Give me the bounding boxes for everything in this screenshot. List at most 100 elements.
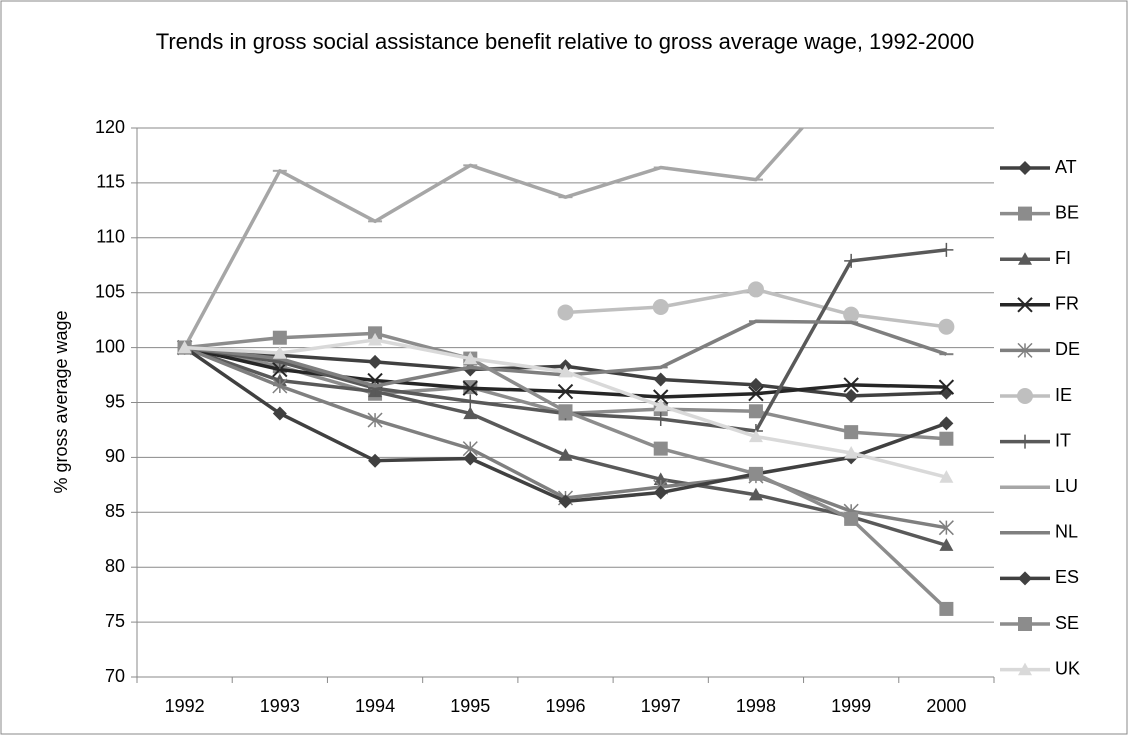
data-point [368,453,383,468]
data-point [463,351,478,365]
data-point [368,332,383,346]
x-tick-label: 1996 [545,696,585,716]
legend-marker [1017,342,1033,358]
legend-label: LU [1055,476,1078,496]
y-tick-label: 105 [95,281,125,301]
data-point [939,538,954,551]
data-point [272,406,287,421]
data-point [843,377,859,393]
legend-label: DE [1055,339,1080,359]
data-point [462,380,478,396]
y-tick-label: 95 [105,391,125,411]
legend-marker [1018,434,1032,449]
data-point [938,520,954,536]
legend-marker [1018,617,1032,631]
data-point [653,485,668,500]
data-point [652,298,669,315]
legend-marker [1018,161,1032,175]
data-point [939,385,954,400]
data-point [653,372,668,387]
legend-marker [1018,252,1032,265]
data-point [653,389,669,405]
data-point [558,404,573,419]
data-point [272,330,287,345]
data-point [368,354,383,369]
legend-marker [1017,388,1033,404]
x-tick-label: 1994 [355,696,395,716]
data-point [368,381,383,396]
y-tick-label: 110 [96,227,125,247]
legend-label: FR [1055,294,1079,314]
data-point [653,411,668,426]
data-point [844,425,859,440]
data-point [748,429,763,443]
data-point [748,377,763,392]
y-tick-label: 100 [95,336,125,356]
data-point [272,378,288,394]
data-point [939,601,954,616]
data-point [463,451,478,466]
x-tick-label: 1993 [260,696,300,716]
legend-marker [1018,206,1032,221]
y-tick-label: 75 [105,611,125,631]
data-point [844,511,859,526]
data-point [463,394,478,409]
legend-label: NL [1055,522,1078,542]
x-tick-label: 1998 [736,696,776,716]
data-point [558,364,573,378]
legend-label: IT [1055,430,1071,450]
data-point [463,406,478,420]
data-point [939,416,954,431]
y-tick-label: 115 [96,172,125,192]
data-point [367,412,383,428]
y-tick-label: 85 [105,501,125,521]
data-point [939,431,954,446]
y-tick-label: 120 [95,117,125,137]
data-point [748,404,763,419]
data-point [938,318,955,335]
data-point [844,253,859,268]
data-point [653,441,668,456]
data-point [938,379,955,395]
legend-label: FI [1055,248,1071,268]
data-point [653,472,668,485]
data-point [843,306,860,323]
data-point [272,346,287,359]
y-tick-label: 90 [105,446,125,466]
y-tick-label: 80 [105,556,125,576]
data-point [653,398,668,412]
data-point [844,388,859,403]
data-point [844,446,859,459]
data-point [748,386,764,402]
data-point [557,383,574,400]
data-point [558,494,573,509]
data-point [748,487,763,501]
data-point [748,466,763,481]
legend-marker [1018,571,1032,586]
x-tick-label: 1992 [165,696,205,716]
legend-label: IE [1055,385,1072,405]
legend-label: AT [1055,157,1077,177]
data-point [939,470,954,483]
data-point [177,340,192,354]
x-tick-label: 2000 [926,696,966,716]
x-tick-label: 1995 [450,696,490,716]
data-point [939,242,954,257]
legend-label: UK [1055,658,1080,678]
y-tick-label: 70 [105,666,125,686]
chart-title: Trends in gross social assistance benefi… [155,29,975,54]
legend-marker [1018,662,1032,676]
legend-label: BE [1055,202,1079,222]
data-point [747,281,764,298]
legend-marker [1017,297,1033,313]
legend-label: SE [1055,613,1079,633]
x-tick-label: 1999 [831,696,871,716]
data-point [558,448,573,461]
x-tick-label: 1997 [641,696,681,716]
y-axis-label: % gross average wage [51,310,71,493]
legend-label: ES [1055,567,1079,587]
data-point [557,304,574,321]
plot-area [176,128,955,616]
